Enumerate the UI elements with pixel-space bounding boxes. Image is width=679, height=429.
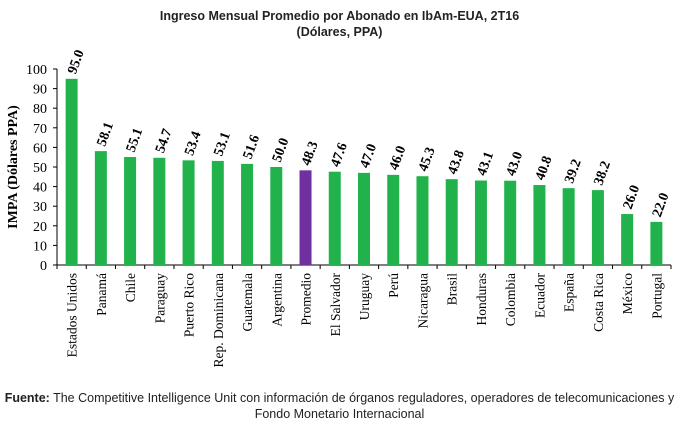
category-label: Colombia <box>503 273 518 326</box>
bar <box>474 180 487 265</box>
source-note: Fuente: The Competitive Intelligence Uni… <box>0 390 679 422</box>
category-label: Guatemala <box>240 273 255 331</box>
y-tick-label: 50 <box>33 161 47 176</box>
data-label: 54.7 <box>153 127 175 155</box>
category-label: España <box>562 273 577 312</box>
category-label: Panamá <box>94 273 109 316</box>
data-label: 95.0 <box>65 48 87 76</box>
bar <box>328 171 341 265</box>
y-tick-label: 100 <box>26 63 47 78</box>
bar <box>387 174 400 265</box>
category-label: Uruguay <box>357 273 372 320</box>
category-label: Brasil <box>445 273 460 305</box>
data-label: 22.0 <box>650 191 672 219</box>
data-label: 58.1 <box>95 120 117 148</box>
data-label: 40.8 <box>533 154 555 182</box>
category-label: Honduras <box>474 273 489 326</box>
category-label: Paraguay <box>152 273 167 323</box>
bar <box>416 176 429 265</box>
y-tick-label: 60 <box>33 141 47 156</box>
bar <box>211 160 224 265</box>
data-label: 43.1 <box>475 150 497 178</box>
data-label: 46.0 <box>387 144 409 172</box>
bar <box>182 160 195 265</box>
category-label: Estados Unidos <box>65 273 80 357</box>
category-label: Costa Rica <box>591 273 606 332</box>
data-label: 45.3 <box>416 145 438 173</box>
category-label: Rep. Dominicana <box>211 273 226 367</box>
data-label: 47.6 <box>328 141 350 169</box>
y-axis-title: IMPA (Dólares PPA) <box>6 105 21 229</box>
bar <box>153 157 166 265</box>
y-tick-label: 80 <box>33 102 47 117</box>
data-label: 47.0 <box>358 142 380 170</box>
data-label: 53.1 <box>211 130 233 158</box>
y-tick-label: 40 <box>33 181 47 196</box>
bar <box>270 167 283 265</box>
category-label: Perú <box>386 273 401 298</box>
bar <box>533 185 546 265</box>
bar <box>299 170 312 265</box>
data-label: 53.4 <box>182 130 204 158</box>
category-label: Promedio <box>299 273 314 326</box>
y-tick-label: 90 <box>33 83 47 98</box>
source-text: The Competitive Intelligence Unit con in… <box>49 391 675 421</box>
bar <box>591 190 604 265</box>
bar <box>621 214 634 265</box>
data-label: 39.2 <box>562 157 584 185</box>
source-label: Fuente: <box>4 391 50 405</box>
data-label: 50.0 <box>270 136 292 164</box>
chart-subtitle: (Dólares, PPA) <box>296 25 383 39</box>
bar <box>358 172 370 265</box>
chart-title: Ingreso Mensual Promedio por Abonado en … <box>159 9 520 23</box>
data-label: 51.6 <box>241 133 263 161</box>
y-tick-label: 10 <box>33 239 47 254</box>
data-label: 43.8 <box>445 148 467 176</box>
category-label: El Salvador <box>328 273 343 337</box>
bar <box>445 179 458 265</box>
bar <box>65 78 78 265</box>
data-label: 55.1 <box>124 126 146 154</box>
bar <box>94 151 107 265</box>
data-label: 38.2 <box>592 159 614 187</box>
category-label: México <box>620 273 635 314</box>
y-tick-label: 30 <box>33 200 47 215</box>
bar <box>241 163 254 265</box>
data-label: 26.0 <box>621 183 643 211</box>
category-label: Ecuador <box>532 273 547 318</box>
y-tick-label: 20 <box>33 220 47 235</box>
category-label: Argentina <box>269 273 284 327</box>
category-label: Nicaragua <box>415 273 430 328</box>
y-tick-label: 0 <box>40 259 47 274</box>
category-label: Chile <box>123 273 138 302</box>
data-label: 43.0 <box>504 150 526 178</box>
bar <box>504 180 517 265</box>
bar <box>650 221 663 265</box>
bar-chart: 0 10 20 30 40 50 60 70 80 90 100 IMPA (Dólares PPA)… <box>6 48 673 367</box>
bar <box>562 188 575 265</box>
bar <box>124 157 137 265</box>
category-label: Portugal <box>649 273 664 319</box>
y-tick-label: 70 <box>33 122 47 137</box>
category-label: Puerto Rico <box>182 273 197 337</box>
data-label: 48.3 <box>299 140 321 168</box>
